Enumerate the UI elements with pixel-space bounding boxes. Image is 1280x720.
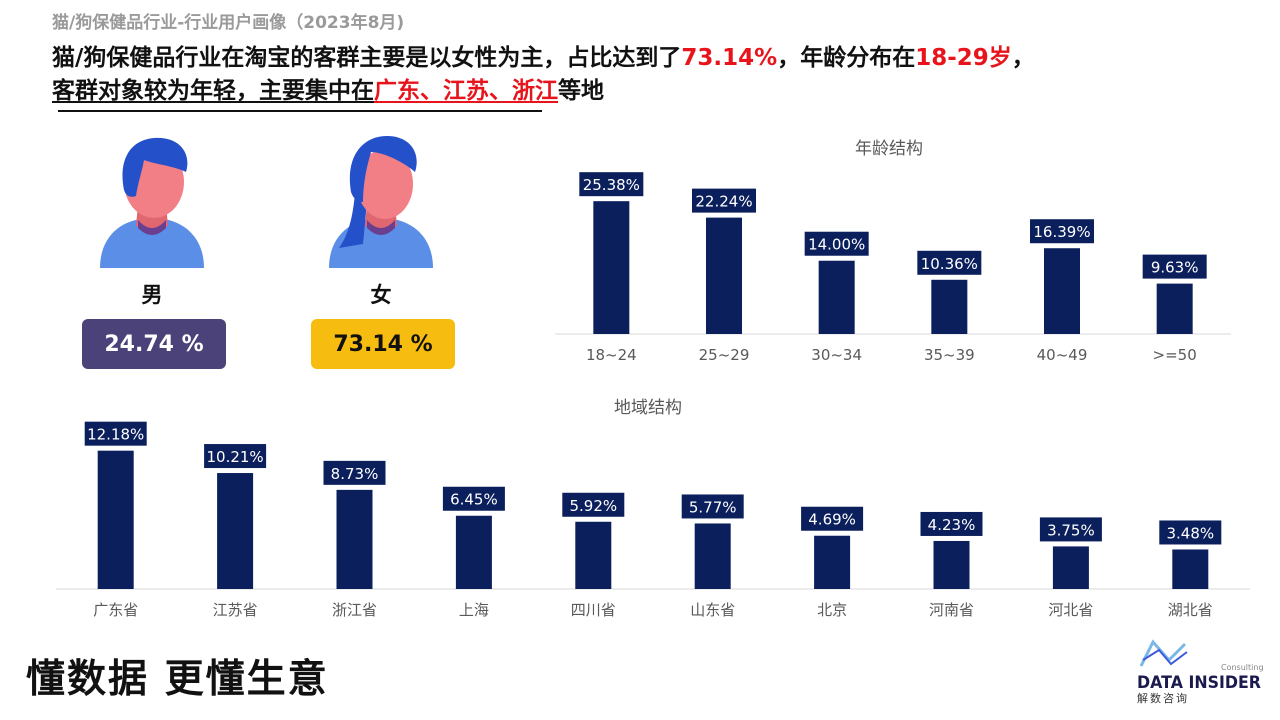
headline-line-1: 猫/狗保健品行业在淘宝的客群主要是以女性为主，占比达到了73.14%，年龄分布在… xyxy=(52,42,1035,75)
headline-highlight: 73.14% xyxy=(681,45,778,71)
region-data-label: 4.23% xyxy=(928,516,976,534)
region-category-label: 上海 xyxy=(459,601,489,619)
age-bar xyxy=(706,217,742,334)
headline-line-2: 客群对象较为年轻，主要集中在广东、江苏、浙江等地 xyxy=(52,75,1035,108)
data-insider-logo: Consulting DATA INSIDER 解数咨询 xyxy=(1137,639,1263,704)
slogan: 懂数据 更懂生意 xyxy=(26,657,329,702)
age-category-label: 30~34 xyxy=(811,346,862,364)
region-label-box xyxy=(84,421,147,446)
region-bar xyxy=(97,450,134,589)
age-bar xyxy=(818,260,855,334)
female-percentage-badge: 73.14 % xyxy=(311,319,455,369)
female-label: 女 xyxy=(370,283,392,307)
region-bar xyxy=(1172,549,1209,589)
region-data-label: 10.21% xyxy=(206,448,263,466)
age-data-label: 14.00% xyxy=(808,236,865,254)
headline-text: 客群对象较为年轻，主要集中在 xyxy=(52,78,374,104)
age-label-box xyxy=(917,250,982,275)
region-category-label: 广东省 xyxy=(93,601,138,619)
region-label-box xyxy=(1159,520,1222,545)
region-label-box xyxy=(442,486,505,511)
age-bar xyxy=(593,201,630,334)
male-percentage-badge: 24.74 % xyxy=(82,319,226,369)
page-subtitle: 猫/狗保健品行业-行业用户画像（2023年8月) xyxy=(52,13,405,33)
age-label-box xyxy=(1142,254,1207,279)
region-label-box xyxy=(562,492,625,517)
region-data-label: 12.18% xyxy=(87,426,144,444)
region-category-label: 河南省 xyxy=(929,601,974,619)
region-label-box xyxy=(801,506,864,531)
age-chart-title: 年龄结构 xyxy=(855,139,923,159)
region-label-box xyxy=(920,511,983,536)
region-label-box xyxy=(204,444,267,469)
region-category-label: 北京 xyxy=(817,601,847,619)
region-data-label: 8.73% xyxy=(331,465,379,483)
age-data-label: 16.39% xyxy=(1033,223,1090,241)
headline-rule xyxy=(58,110,542,112)
age-data-label: 9.63% xyxy=(1151,259,1199,277)
region-category-label: 江苏省 xyxy=(213,601,258,619)
male-label: 男 xyxy=(141,283,163,307)
region-category-label: 山东省 xyxy=(690,601,735,619)
age-label-box xyxy=(579,172,644,197)
region-label-box xyxy=(323,460,386,485)
headline-text: 等地 xyxy=(558,78,604,104)
age-category-label: >=50 xyxy=(1153,346,1197,364)
headline-highlight: 18-29岁 xyxy=(915,45,1012,71)
region-bar xyxy=(1052,546,1089,589)
age-bar xyxy=(1156,283,1193,334)
age-data-label: 10.36% xyxy=(921,255,978,273)
age-category-label: 25~29 xyxy=(699,346,750,364)
age-category-label: 18~24 xyxy=(586,346,637,364)
region-data-label: 4.69% xyxy=(808,511,856,529)
age-bar xyxy=(931,279,968,334)
age-category-label: 40~49 xyxy=(1037,346,1088,364)
female-avatar-icon xyxy=(329,136,433,268)
region-bar xyxy=(814,535,851,589)
headline: 猫/狗保健品行业在淘宝的客群主要是以女性为主，占比达到了73.14%，年龄分布在… xyxy=(52,42,1035,108)
age-label-box xyxy=(804,231,869,256)
region-data-label: 5.77% xyxy=(689,498,737,516)
age-data-label: 25.38% xyxy=(583,176,640,194)
region-chart-title: 地域结构 xyxy=(614,398,682,418)
headline-highlight: 广东、江苏、浙江 xyxy=(374,78,558,104)
headline-text: ，年龄分布在 xyxy=(777,45,916,71)
region-bar xyxy=(575,521,612,589)
region-label-box xyxy=(1039,517,1102,542)
region-bar xyxy=(217,473,254,589)
region-bar xyxy=(336,489,373,589)
logo-main-text: DATA INSIDER xyxy=(1137,673,1261,693)
male-avatar-icon xyxy=(100,137,204,268)
region-bar xyxy=(933,540,970,589)
region-bar xyxy=(694,523,731,589)
logo-cn-text: 解数咨询 xyxy=(1137,691,1189,704)
region-category-label: 四川省 xyxy=(571,601,616,619)
region-category-label: 浙江省 xyxy=(332,601,377,619)
region-bar xyxy=(455,515,492,589)
region-category-label: 河北省 xyxy=(1048,601,1093,619)
region-data-label: 5.92% xyxy=(569,497,617,515)
age-bar xyxy=(1044,248,1080,334)
headline-text: ， xyxy=(1011,45,1035,71)
region-label-box xyxy=(681,494,744,519)
region-data-label: 3.48% xyxy=(1166,524,1214,542)
region-data-label: 3.75% xyxy=(1047,521,1095,539)
region-data-label: 6.45% xyxy=(450,491,498,509)
headline-text: 猫/狗保健品行业在淘宝的客群主要是以女性为主，占比达到了 xyxy=(52,45,682,71)
age-label-box xyxy=(692,188,756,213)
age-data-label: 22.24% xyxy=(695,193,752,211)
age-label-box xyxy=(1030,219,1094,244)
logo-small-text: Consulting xyxy=(1221,663,1263,672)
age-category-label: 35~39 xyxy=(924,346,975,364)
region-category-label: 湖北省 xyxy=(1168,601,1213,619)
